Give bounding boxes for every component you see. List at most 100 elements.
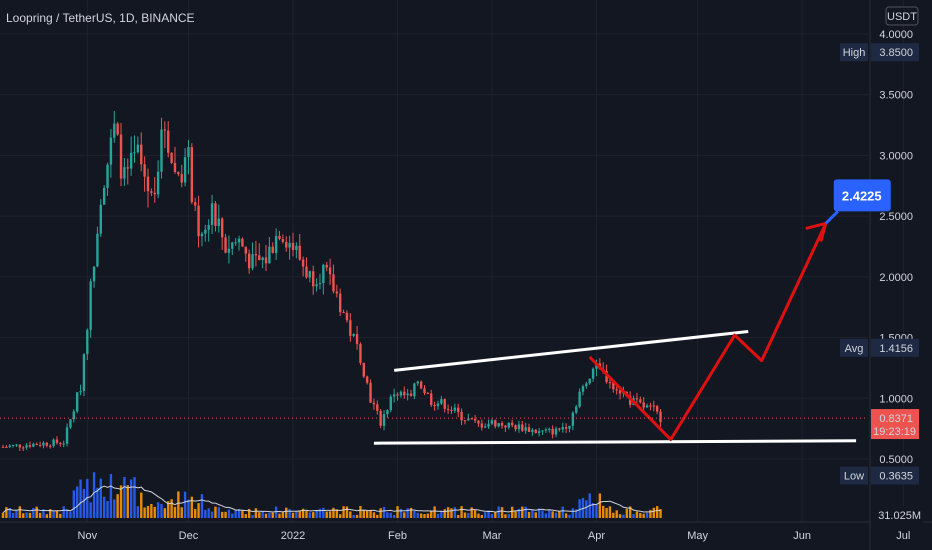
candle-body bbox=[652, 405, 655, 407]
candle-body bbox=[608, 382, 612, 384]
candle-body bbox=[271, 246, 274, 253]
volume-bar bbox=[231, 513, 234, 518]
volume-bar bbox=[140, 492, 143, 518]
volume-bar bbox=[598, 493, 602, 518]
candle-body bbox=[143, 164, 146, 177]
volume-bar bbox=[514, 511, 517, 518]
candle-body bbox=[335, 291, 339, 294]
volume-bar bbox=[453, 507, 457, 518]
candle-body bbox=[588, 378, 591, 384]
candle-body bbox=[92, 266, 96, 282]
candle-body bbox=[210, 203, 214, 225]
volume-bar bbox=[244, 514, 247, 518]
candle-body bbox=[328, 267, 332, 275]
candle-body bbox=[477, 420, 480, 424]
candle-body bbox=[345, 312, 349, 321]
volume-bar bbox=[25, 512, 28, 518]
candle-body bbox=[578, 391, 581, 407]
candle-body bbox=[369, 382, 372, 403]
volume-bar bbox=[325, 511, 328, 518]
volume-bar bbox=[274, 506, 278, 518]
volume-bar bbox=[618, 514, 622, 518]
candle-body bbox=[146, 176, 150, 192]
volume-bar bbox=[234, 510, 237, 518]
candle-body bbox=[467, 418, 470, 421]
volume-bar bbox=[517, 508, 521, 518]
candle-body bbox=[180, 174, 183, 183]
volume-bar bbox=[639, 512, 642, 518]
volume-bar bbox=[389, 512, 392, 518]
volume-bar bbox=[18, 506, 22, 518]
candle-body bbox=[123, 167, 126, 179]
volume-bar bbox=[153, 506, 156, 518]
currency-badge[interactable] bbox=[885, 6, 919, 26]
y-tick-label: 2.0000 bbox=[879, 272, 913, 284]
candle-body bbox=[339, 293, 342, 313]
y-tick-label: 1.0000 bbox=[879, 393, 913, 405]
candle-body bbox=[322, 264, 325, 284]
volume-bar bbox=[413, 511, 416, 518]
candle-body bbox=[200, 233, 204, 237]
volume-bar bbox=[628, 506, 632, 518]
candle-body bbox=[75, 392, 79, 412]
volume-bar bbox=[86, 478, 89, 518]
candle-body bbox=[551, 428, 554, 435]
volume-bar bbox=[126, 485, 129, 518]
candle-body bbox=[318, 283, 322, 285]
volume-bar bbox=[551, 511, 554, 518]
candle-body bbox=[568, 425, 571, 429]
volume-bar bbox=[457, 514, 460, 518]
volume-bar bbox=[136, 506, 140, 518]
time-axis[interactable]: Nov Dec 2022 Feb Mar Apr May Jun Jul bbox=[78, 530, 911, 542]
candle-body bbox=[204, 229, 207, 234]
volume-bar bbox=[595, 504, 598, 518]
volume-bar bbox=[123, 476, 126, 518]
volume-bar bbox=[659, 509, 662, 518]
x-tick-label: May bbox=[687, 530, 708, 542]
candle-body bbox=[35, 443, 38, 445]
candle-body bbox=[635, 398, 639, 400]
volume-bar bbox=[8, 507, 11, 518]
price-axis[interactable]: 4.00003.50003.00002.50002.00001.50001.00… bbox=[840, 29, 923, 523]
candle-body bbox=[167, 130, 170, 153]
candle-body bbox=[86, 329, 89, 355]
candle-body bbox=[659, 411, 662, 423]
candle-body bbox=[575, 406, 578, 413]
volume-bar bbox=[180, 507, 183, 518]
volume-bar bbox=[419, 513, 423, 518]
volume-bar bbox=[318, 508, 322, 518]
volume-bar bbox=[190, 496, 194, 518]
candle-body bbox=[116, 123, 119, 135]
candle-body bbox=[45, 442, 49, 446]
x-tick-label: Jun bbox=[793, 530, 811, 542]
candle-body bbox=[217, 218, 221, 226]
candle-body bbox=[298, 245, 301, 260]
volume-bar bbox=[42, 509, 45, 518]
last-price-value: 0.8371 bbox=[879, 413, 913, 425]
volume-bar bbox=[207, 508, 210, 518]
volume-bar bbox=[575, 509, 578, 518]
x-tick-label: Feb bbox=[388, 530, 407, 542]
volume-bar bbox=[473, 510, 477, 518]
candle-body bbox=[527, 427, 531, 432]
volume-bar bbox=[69, 511, 72, 518]
candle-body bbox=[22, 447, 25, 449]
low-value-box bbox=[871, 466, 919, 485]
candle-body bbox=[446, 408, 450, 410]
candle-body bbox=[18, 444, 22, 448]
candle-body bbox=[470, 418, 473, 420]
candle-body bbox=[247, 253, 251, 269]
candle-body bbox=[42, 442, 45, 446]
volume-scale-box bbox=[871, 507, 923, 523]
candle-body bbox=[251, 254, 254, 269]
candle-body bbox=[183, 157, 187, 183]
candle-body bbox=[140, 144, 143, 165]
candle-body bbox=[639, 399, 642, 403]
volume-bar bbox=[655, 506, 659, 518]
volume-bar bbox=[591, 503, 595, 518]
candle-body bbox=[52, 439, 55, 447]
volume-bar bbox=[403, 512, 406, 518]
candle-body bbox=[433, 405, 436, 407]
